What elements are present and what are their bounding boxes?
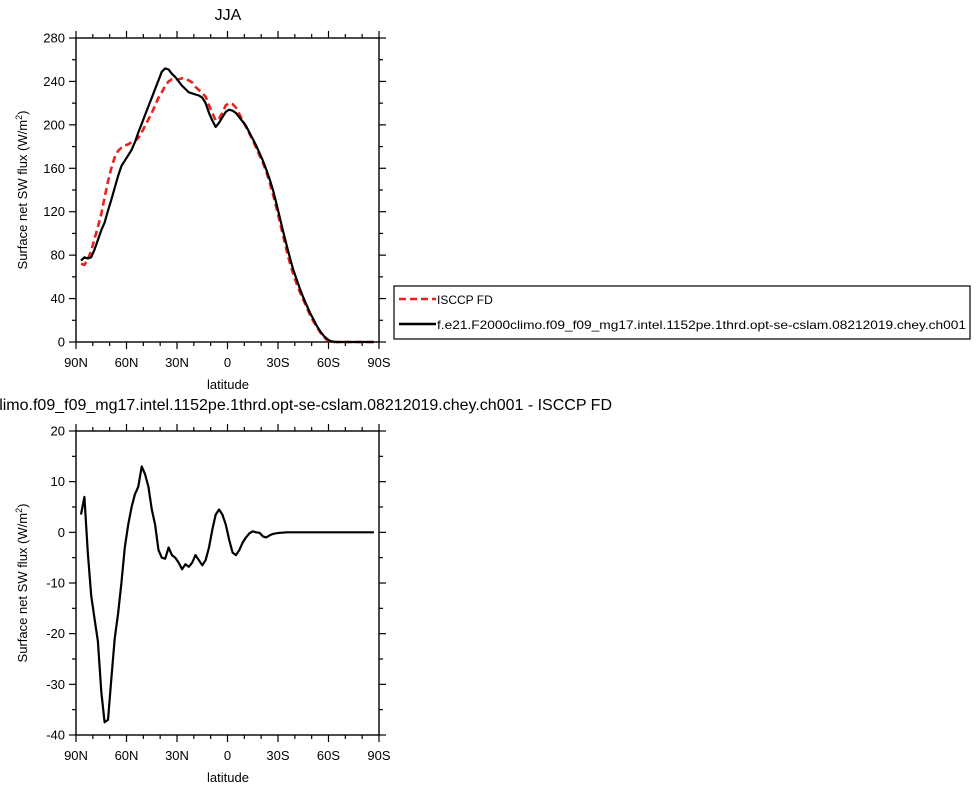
x-tick-label: 60N <box>115 355 139 370</box>
y-tick-label: 20 <box>51 424 65 439</box>
legend: ISCCP FD f.e21.F2000climo.f09_f09_mg17.i… <box>393 285 971 340</box>
bottom-x-axis-label: latitude <box>207 770 249 785</box>
top-y-axis: 0 40 80 120 160 200 240 280 <box>43 31 386 350</box>
top-plot-frame <box>75 37 380 343</box>
y-tick-label: 280 <box>43 31 65 46</box>
x-tick-label: 30N <box>165 748 189 763</box>
top-x-axis: 90N 60N 30N 0 30S 60S 90S <box>64 31 391 370</box>
y-tick-label: 120 <box>43 204 65 219</box>
model-line <box>80 67 374 344</box>
y-tick-label: -20 <box>46 626 65 641</box>
bottom-y-axis: -40 -30 -20 -10 0 10 20 <box>46 424 386 743</box>
x-tick-label: 60S <box>317 748 340 763</box>
y-tick-label: 40 <box>51 291 65 306</box>
top-chart: JJA 0 40 80 120 160 200 240 280 90N 60N 30N 0 30S 60… <box>14 7 391 392</box>
y-tick-label: -10 <box>46 576 65 591</box>
bottom-y-axis-label: Surface net SW flux (W/m2) <box>14 504 30 663</box>
top-series-lines <box>80 67 374 344</box>
x-tick-label: 90S <box>367 748 390 763</box>
isccp-fd-line <box>80 76 374 344</box>
legend-box <box>393 285 971 340</box>
difference-line <box>79 465 374 724</box>
x-tick-label: 0 <box>224 355 231 370</box>
bottom-x-axis: 90N 60N 30N 0 30S 60S 90S <box>64 424 391 763</box>
x-tick-label: 60S <box>317 355 340 370</box>
x-tick-label: 30S <box>266 748 289 763</box>
legend-label-model: f.e21.F2000climo.f09_f09_mg17.intel.1152… <box>437 318 966 332</box>
x-tick-label: 90S <box>367 355 390 370</box>
top-chart-title: JJA <box>215 7 242 24</box>
bottom-chart: f.e21.F2000climo.f09_f09_mg17.intel.1152… <box>0 397 612 785</box>
y-tick-label: 240 <box>43 74 65 89</box>
x-tick-label: 60N <box>115 748 139 763</box>
y-tick-label: -40 <box>46 728 65 743</box>
y-tick-label: 80 <box>51 248 65 263</box>
x-tick-label: 30N <box>165 355 189 370</box>
x-tick-label: 90N <box>64 355 88 370</box>
y-tick-label: 10 <box>51 474 65 489</box>
x-tick-label: 90N <box>64 748 88 763</box>
y-tick-label: 200 <box>43 117 65 132</box>
bottom-chart-title: f.e21.F2000climo.f09_f09_mg17.intel.1152… <box>0 397 612 414</box>
y-tick-label: 160 <box>43 161 65 176</box>
y-tick-label: 0 <box>58 335 65 350</box>
y-tick-label: -30 <box>46 677 65 692</box>
top-x-axis-label: latitude <box>207 377 249 392</box>
bottom-series-lines <box>79 465 374 724</box>
y-tick-label: 0 <box>58 525 65 540</box>
x-tick-label: 30S <box>266 355 289 370</box>
legend-label-isccp: ISCCP FD <box>437 293 493 307</box>
top-y-axis-label: Surface net SW flux (W/m2) <box>14 111 30 270</box>
x-tick-label: 0 <box>224 748 231 763</box>
